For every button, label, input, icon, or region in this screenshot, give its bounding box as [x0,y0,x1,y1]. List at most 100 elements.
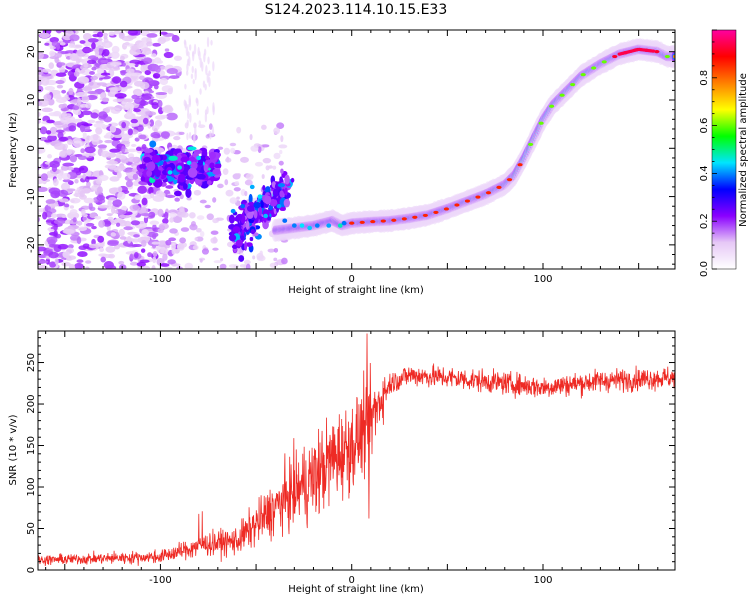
heatmap-cell [182,182,188,190]
heatmap-cell [81,123,93,127]
heatmap-cell [134,194,142,201]
heatmap-cell [79,125,86,133]
heatmap-cell [184,40,187,49]
heatmap-cell [145,111,157,116]
heatmap-cell [38,246,47,252]
heatmap-cell [209,162,215,169]
heatmap-cell [107,240,119,246]
heatmap-cell [47,154,53,159]
colorbar-frame [711,29,737,270]
heatmap-cell [102,32,108,37]
heatmap-cell [186,160,192,165]
heatmap-cell [205,64,208,76]
heatmap-cell [199,88,202,95]
heatmap-cell [244,241,248,251]
heatmap-cell [612,54,618,59]
heatmap-cell [85,260,92,264]
heatmap-cell [273,247,279,253]
heatmap-cell [119,236,127,240]
heatmap-cell [69,197,81,204]
heatmap-cell [341,220,347,226]
heatmap-cell [191,65,194,74]
heatmap-cell [148,211,156,218]
heatmap-cell [65,257,73,261]
heatmap-cell [139,81,150,90]
heatmap-cell [46,236,58,244]
heatmap-cell [131,243,143,248]
heatmap-cell [39,32,51,39]
heatmap-cell [74,262,84,269]
heatmap-cell [240,235,245,241]
heatmap-cell [127,30,139,36]
heatmap-cell [121,121,127,129]
heatmap-cell [178,131,185,136]
heatmap-cell [208,76,211,88]
heatmap-cell [207,180,212,186]
heatmap-cell [88,202,93,210]
heatmap-cell [359,220,365,224]
heatmap-cell [149,119,155,127]
heatmap-cell [40,73,52,77]
heatmap-cell [18,32,27,40]
heatmap-cell [158,223,169,230]
heatmap-cell [94,215,102,220]
heatmap-cell [157,37,167,44]
heatmap-cell [96,82,107,86]
heatmap-cell [146,169,153,177]
heatmap-cell [58,62,66,66]
heatmap-cell [261,144,270,148]
heatmap-cell [261,174,265,179]
heatmap-y-tick-label: -20 [26,237,37,253]
heatmap-cell [245,173,254,181]
heatmap-cell [203,52,206,63]
heatmap-cell [119,80,128,88]
heatmap-cell [104,139,113,144]
heatmap-cell [99,247,105,253]
heatmap-cell [156,60,164,64]
heatmap-cell [204,112,208,123]
heatmap-cell [485,191,492,195]
heatmap-cell [163,51,174,59]
heatmap-cell [45,219,53,223]
heatmap-cell [267,248,276,253]
heatmap-cell [99,64,108,70]
heatmap-cell [103,35,108,40]
heatmap-cell [149,30,160,33]
heatmap-cell [59,150,68,158]
heatmap-cell [244,190,248,197]
heatmap-cell [74,179,79,184]
heatmap-cell [73,71,80,77]
heatmap-cell [120,70,126,76]
heatmap-cell [61,89,67,94]
heatmap-cell [56,129,65,133]
heatmap-cell [263,213,269,219]
heatmap-cell [180,156,190,163]
heatmap-cell [245,242,253,248]
heatmap-cell [62,228,75,235]
heatmap-cell [199,231,205,238]
heatmap-cell [273,152,281,160]
heatmap-cell [380,219,386,223]
heatmap-cell [279,190,284,198]
heatmap-cell [127,63,136,67]
heatmap-cell [127,156,139,163]
heatmap-cell [149,140,157,148]
heatmap-cell [38,111,41,118]
heatmap-cell [193,133,196,144]
heatmap-cell [233,264,240,268]
heatmap-cell [152,195,165,202]
heatmap-cell [58,103,66,109]
heatmap-cell [83,62,89,69]
heatmap-cell [284,174,290,185]
heatmap-cell [225,189,234,197]
heatmap-cell [190,161,198,170]
snr-x-axis-label: Height of straight line (km) [288,584,424,595]
heatmap-cell [172,263,181,267]
heatmap-cell [130,118,138,124]
heatmap-cell [198,120,201,126]
heatmap-cell [44,139,52,143]
heatmap-cell [217,146,224,150]
heatmap-cell [146,50,153,55]
heatmap-cell [196,173,206,180]
heatmap-cell [38,260,49,264]
